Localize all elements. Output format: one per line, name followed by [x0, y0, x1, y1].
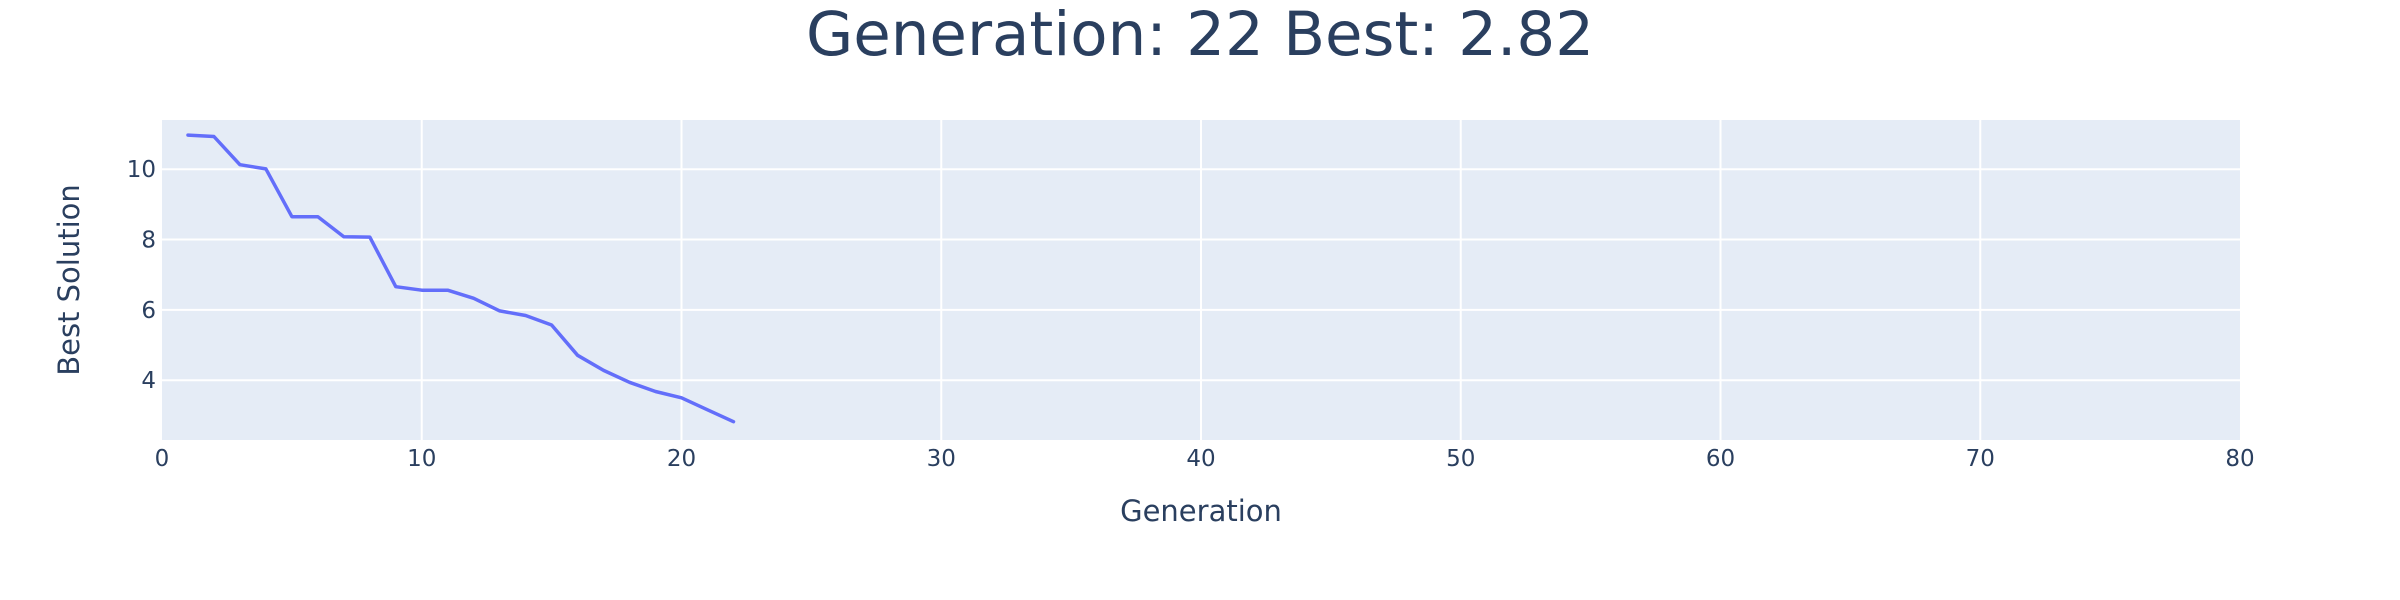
- x-tick-label: 0: [155, 446, 170, 472]
- y-tick-label: 4: [141, 368, 156, 394]
- x-tick-label: 40: [1186, 446, 1215, 472]
- x-tick-label: 80: [2225, 446, 2254, 472]
- series-line: [186, 133, 736, 424]
- chart-title: Generation: 22 Best: 2.82: [806, 0, 1594, 70]
- x-axis-ticks: 0 10 20 30 40 50 60 70 80: [155, 446, 2255, 472]
- y-gridlines: [162, 168, 2240, 382]
- y-tick-label: 6: [141, 298, 156, 324]
- y-axis-title: Best Solution: [52, 184, 86, 376]
- x-tick-label: 70: [1966, 446, 1995, 472]
- x-tick-label: 60: [1706, 446, 1735, 472]
- x-tick-label: 30: [927, 446, 956, 472]
- data-series: [186, 133, 736, 424]
- x-gridlines: [420, 120, 1982, 440]
- y-tick-label: 8: [141, 228, 156, 254]
- x-tick-label: 10: [407, 446, 436, 472]
- x-tick-label: 20: [667, 446, 696, 472]
- y-tick-label: 10: [127, 157, 156, 183]
- y-axis-ticks: 4 6 8 10: [127, 157, 156, 394]
- x-axis-title: Generation: [1120, 494, 1282, 528]
- x-tick-label: 50: [1446, 446, 1475, 472]
